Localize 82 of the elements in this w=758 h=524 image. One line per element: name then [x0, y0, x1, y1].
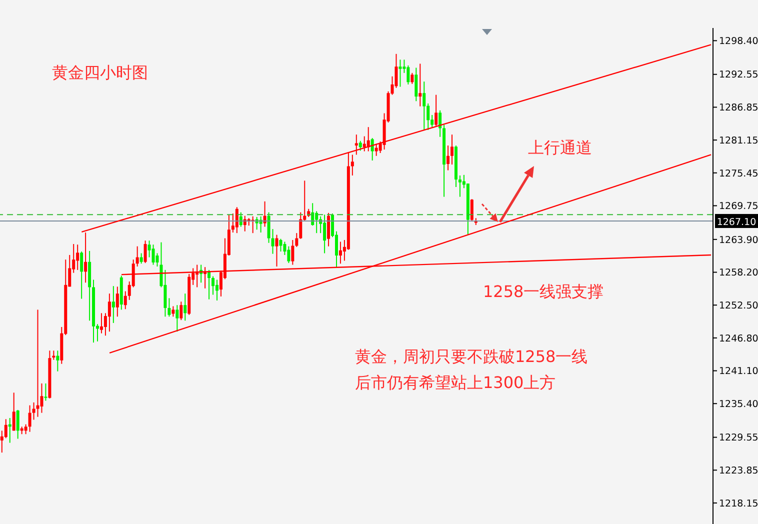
y-tick-label: 1298.40: [719, 36, 758, 48]
candlestick: [80, 251, 84, 300]
candlestick: [24, 424, 28, 435]
y-tick-label: 1281.15: [719, 135, 758, 146]
candlestick: [44, 382, 48, 402]
candlestick: [291, 239, 294, 266]
candlestick: [184, 293, 187, 322]
candlestick: [287, 246, 290, 264]
candlestick: [124, 290, 127, 310]
candlestick: [370, 138, 374, 161]
candlestick: [398, 59, 402, 88]
candlestick: [144, 240, 147, 264]
candlestick: [212, 276, 215, 296]
candlestick: [446, 145, 450, 171]
y-tick-label: 1263.90: [719, 234, 758, 246]
candlestick: [36, 309, 40, 418]
annotation: 上行通道: [528, 138, 592, 159]
candlestick: [164, 269, 167, 318]
y-tick-label: 1229.55: [719, 432, 758, 444]
candlestick: [208, 269, 211, 300]
y-tick-label: 1275.45: [719, 168, 758, 180]
candlestick: [4, 418, 8, 439]
candlestick: [140, 252, 143, 264]
candlestick: [267, 212, 270, 244]
candlestick: [434, 94, 438, 126]
candlestick: [275, 234, 278, 267]
candlestick: [176, 304, 179, 332]
y-tick-label: 1292.55: [719, 70, 758, 81]
candlestick: [338, 241, 342, 264]
candlestick: [180, 301, 183, 321]
candlestick: [414, 67, 418, 102]
candlestick: [28, 404, 32, 432]
candlestick: [354, 134, 358, 156]
candlestick: [295, 232, 298, 248]
candlestick: [279, 238, 282, 252]
y-tick-label: 1258.20: [719, 268, 758, 279]
y-tick-label: 1223.85: [719, 466, 758, 477]
text: 黄金四小时图: [52, 63, 148, 84]
candlestick: [271, 228, 274, 254]
candlestick: [112, 286, 115, 324]
y-tick-label: 1246.80: [719, 333, 758, 344]
candlestick: [418, 63, 422, 107]
candlestick: [76, 244, 80, 270]
y-tick-label: 1286.85: [719, 102, 758, 114]
candlestick: [470, 198, 474, 222]
y-tick-label: 1269.75: [719, 201, 758, 212]
y-tick-label: 1252.50: [719, 300, 758, 312]
y-tick-label: 1218.15: [719, 498, 758, 510]
candlestick: [231, 212, 234, 234]
candlestick: [358, 140, 362, 152]
candlestick: [406, 64, 410, 85]
candlestick: [299, 212, 302, 240]
candlestick: [422, 81, 426, 130]
y-tick-label: 1235.40: [719, 398, 758, 410]
candlestick: [458, 174, 462, 198]
candlestick: [12, 392, 16, 432]
candlestick: [100, 312, 103, 334]
candlestick: [172, 306, 175, 318]
candlestick: [108, 293, 111, 332]
candlestick: [152, 244, 155, 266]
candlestick: [215, 279, 218, 301]
candlestick: [315, 210, 318, 234]
candlestick: [327, 212, 330, 247]
annotation: 1258一线强支撑: [483, 282, 604, 303]
candlestick: [168, 298, 171, 318]
annotation: 后市仍有希望站上1300上方: [355, 373, 556, 394]
candlestick: [116, 286, 119, 318]
candlestick: [56, 350, 60, 372]
annotation: 黄金，周初只要不跌破1258一线: [355, 347, 588, 368]
y-tick-label: 1241.10: [719, 366, 758, 378]
candlestick: [156, 252, 159, 267]
candlestick: [438, 110, 442, 138]
candlestick: [323, 214, 326, 254]
candlestick: [16, 409, 20, 440]
candlestick: [450, 134, 454, 166]
ref-line-label: 1267.10: [716, 216, 756, 228]
candlestick: [40, 382, 44, 414]
candlestick: [374, 143, 378, 156]
candlestick: [410, 72, 414, 84]
candlestick: [136, 246, 139, 267]
candlestick: [350, 154, 354, 176]
candlestick: [235, 206, 238, 234]
